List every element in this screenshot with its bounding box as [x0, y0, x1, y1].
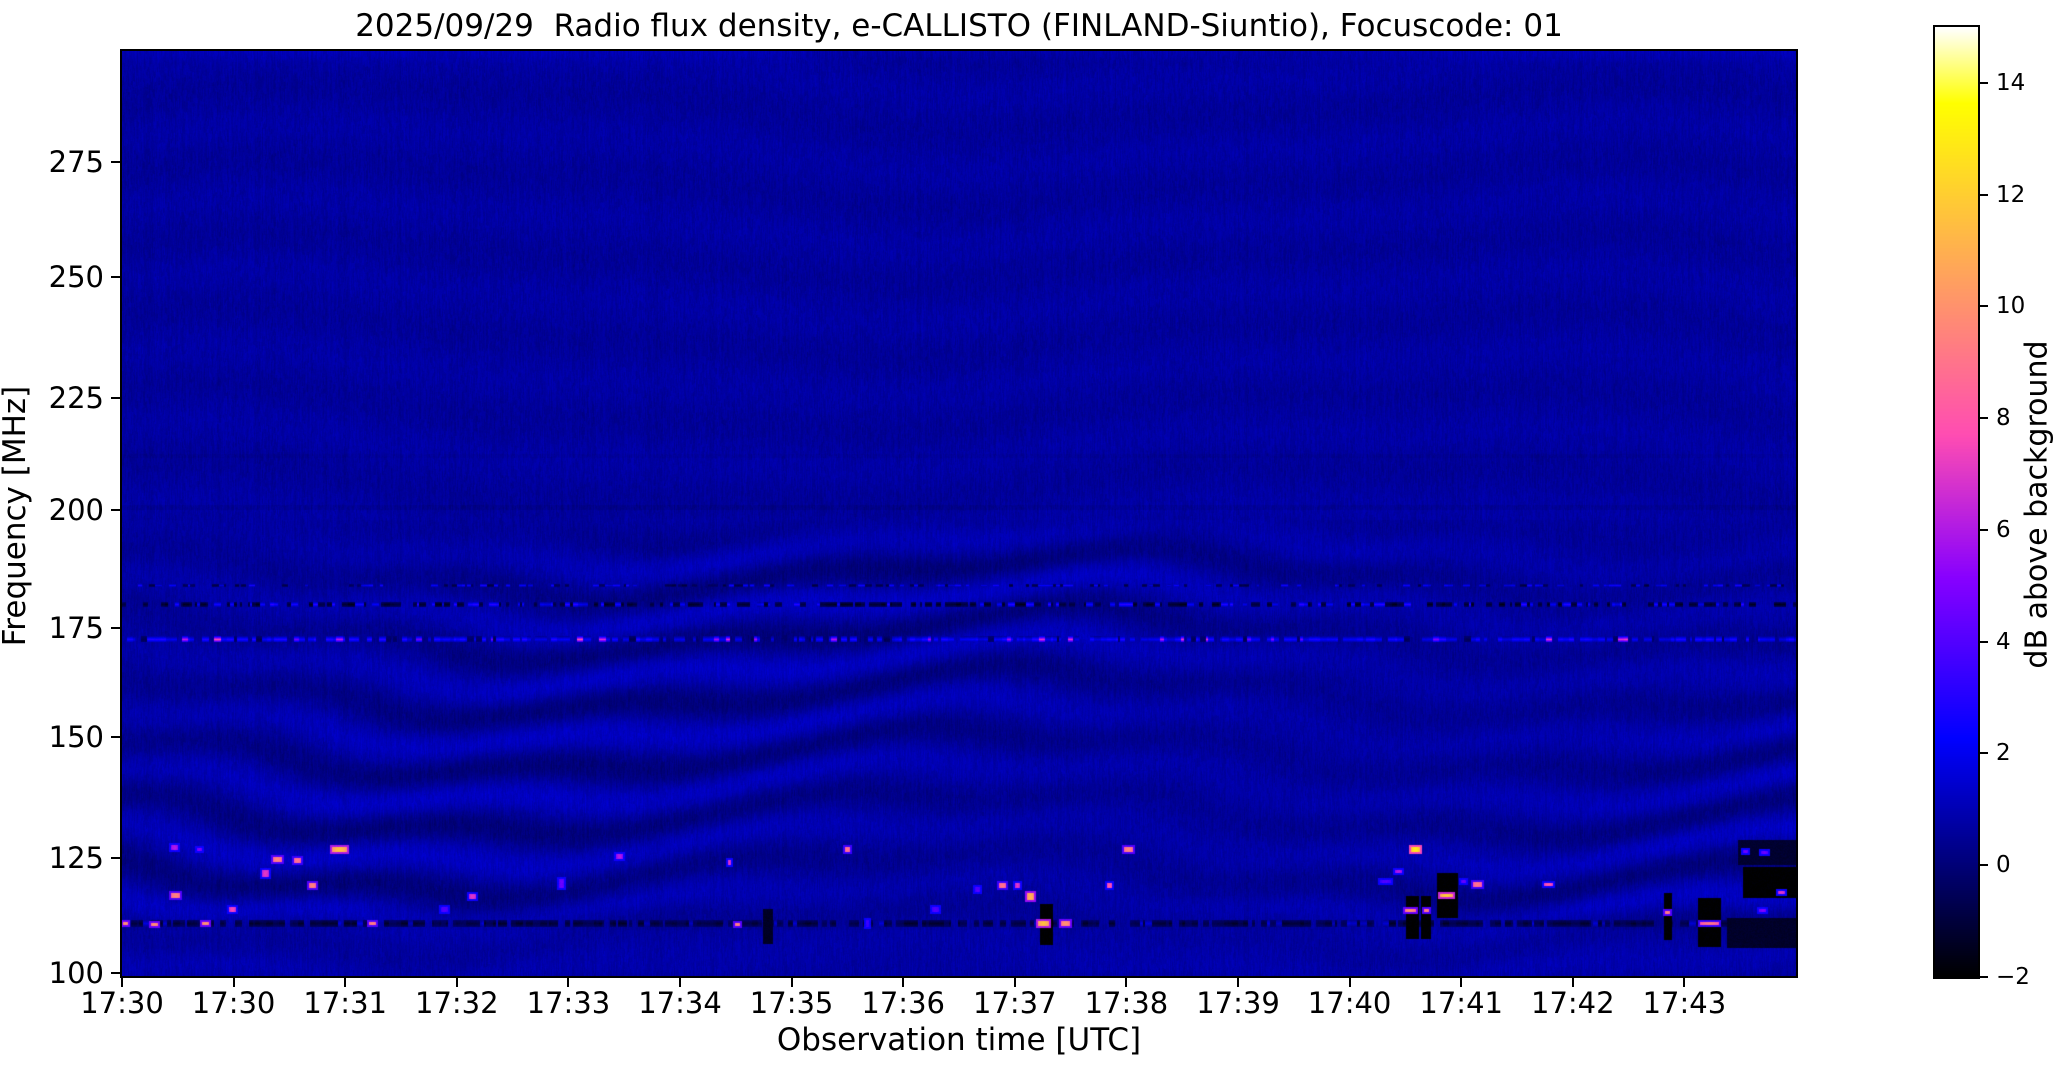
x-tick-label: 17:30 [80, 986, 164, 1020]
x-tick-label: 17:32 [415, 986, 499, 1020]
x-tick-label: 17:38 [1084, 986, 1169, 1020]
x-tick-mark [232, 978, 235, 987]
y-tick-mark [111, 627, 120, 629]
x-tick-mark [1013, 978, 1016, 987]
x-tick-label: 17:40 [1307, 986, 1392, 1020]
x-tick-label: 17:43 [1642, 986, 1727, 1020]
colorbar-tick-mark [1980, 752, 1988, 755]
colorbar-tick-mark [1980, 528, 1988, 531]
colorbar-tick-label: 14 [1996, 69, 2026, 96]
x-tick-label: 17:42 [1531, 986, 1615, 1020]
chart-title: 2025/09/29 Radio flux density, e-CALLIST… [355, 8, 1563, 44]
y-tick-mark [111, 396, 120, 399]
x-tick-mark [1683, 978, 1686, 987]
x-tick-mark [1237, 978, 1239, 987]
x-tick-mark [1125, 978, 1128, 987]
y-tick-label: 150 [48, 719, 104, 754]
y-tick-label: 200 [48, 492, 104, 527]
plot-area [120, 49, 1798, 978]
x-tick-label: 17:34 [638, 986, 722, 1020]
colorbar-tick-mark [1980, 640, 1988, 643]
colorbar-tick-mark [1980, 864, 1988, 867]
colorbar-label: dB above background [2019, 340, 2055, 669]
y-tick-label: 250 [48, 259, 104, 294]
colorbar-tick-label: −2 [1996, 964, 2030, 990]
colorbar-tick-mark [1980, 305, 1988, 308]
x-tick-mark [790, 978, 793, 987]
colorbar-tick-mark [1980, 976, 1988, 978]
y-tick-mark [111, 508, 120, 511]
x-tick-label: 17:31 [303, 986, 387, 1020]
x-tick-mark [1348, 978, 1351, 987]
y-tick-label: 125 [48, 840, 104, 875]
colorbar-tick-label: 6 [1996, 516, 2011, 543]
colorbar-tick-mark [1980, 193, 1988, 196]
x-tick-label: 17:30 [191, 986, 276, 1020]
spectrogram-heatmap [122, 51, 1796, 976]
x-tick-mark [1460, 978, 1463, 987]
x-tick-label: 17:36 [861, 986, 945, 1020]
x-tick-label: 17:35 [749, 986, 834, 1020]
colorbar-tick-label: 8 [1996, 405, 2011, 432]
colorbar-tick-label: 10 [1996, 293, 2026, 320]
colorbar-tick-label: 2 [1996, 740, 2011, 767]
x-tick-label: 17:33 [526, 986, 611, 1020]
x-axis-label: Observation time [UTC] [776, 1022, 1142, 1058]
x-tick-label: 17:39 [1196, 986, 1280, 1020]
x-tick-mark [902, 978, 905, 987]
x-tick-mark [121, 978, 123, 987]
x-tick-label: 17:41 [1419, 986, 1503, 1020]
y-tick-mark [111, 275, 120, 278]
colorbar-tick-mark [1980, 81, 1988, 84]
x-tick-mark [344, 978, 347, 987]
y-tick-mark [111, 856, 120, 859]
y-tick-mark [111, 735, 120, 738]
y-tick-label: 100 [48, 956, 104, 991]
y-tick-mark [111, 161, 120, 163]
x-tick-label: 17:37 [973, 986, 1057, 1020]
x-tick-mark [455, 978, 458, 987]
y-tick-label: 175 [48, 611, 104, 645]
y-tick-label: 275 [48, 145, 104, 179]
colorbar [1933, 25, 1980, 979]
colorbar-tick-mark [1980, 417, 1988, 420]
colorbar-tick-label: 4 [1996, 628, 2011, 655]
x-tick-mark [679, 978, 681, 987]
x-tick-mark [567, 978, 570, 987]
x-tick-mark [1571, 978, 1574, 987]
colorbar-tick-label: 12 [1996, 181, 2026, 208]
y-tick-mark [111, 972, 120, 975]
colorbar-tick-label: 0 [1996, 852, 2011, 879]
colorbar-gradient [1935, 27, 1978, 977]
y-tick-label: 225 [48, 380, 104, 415]
